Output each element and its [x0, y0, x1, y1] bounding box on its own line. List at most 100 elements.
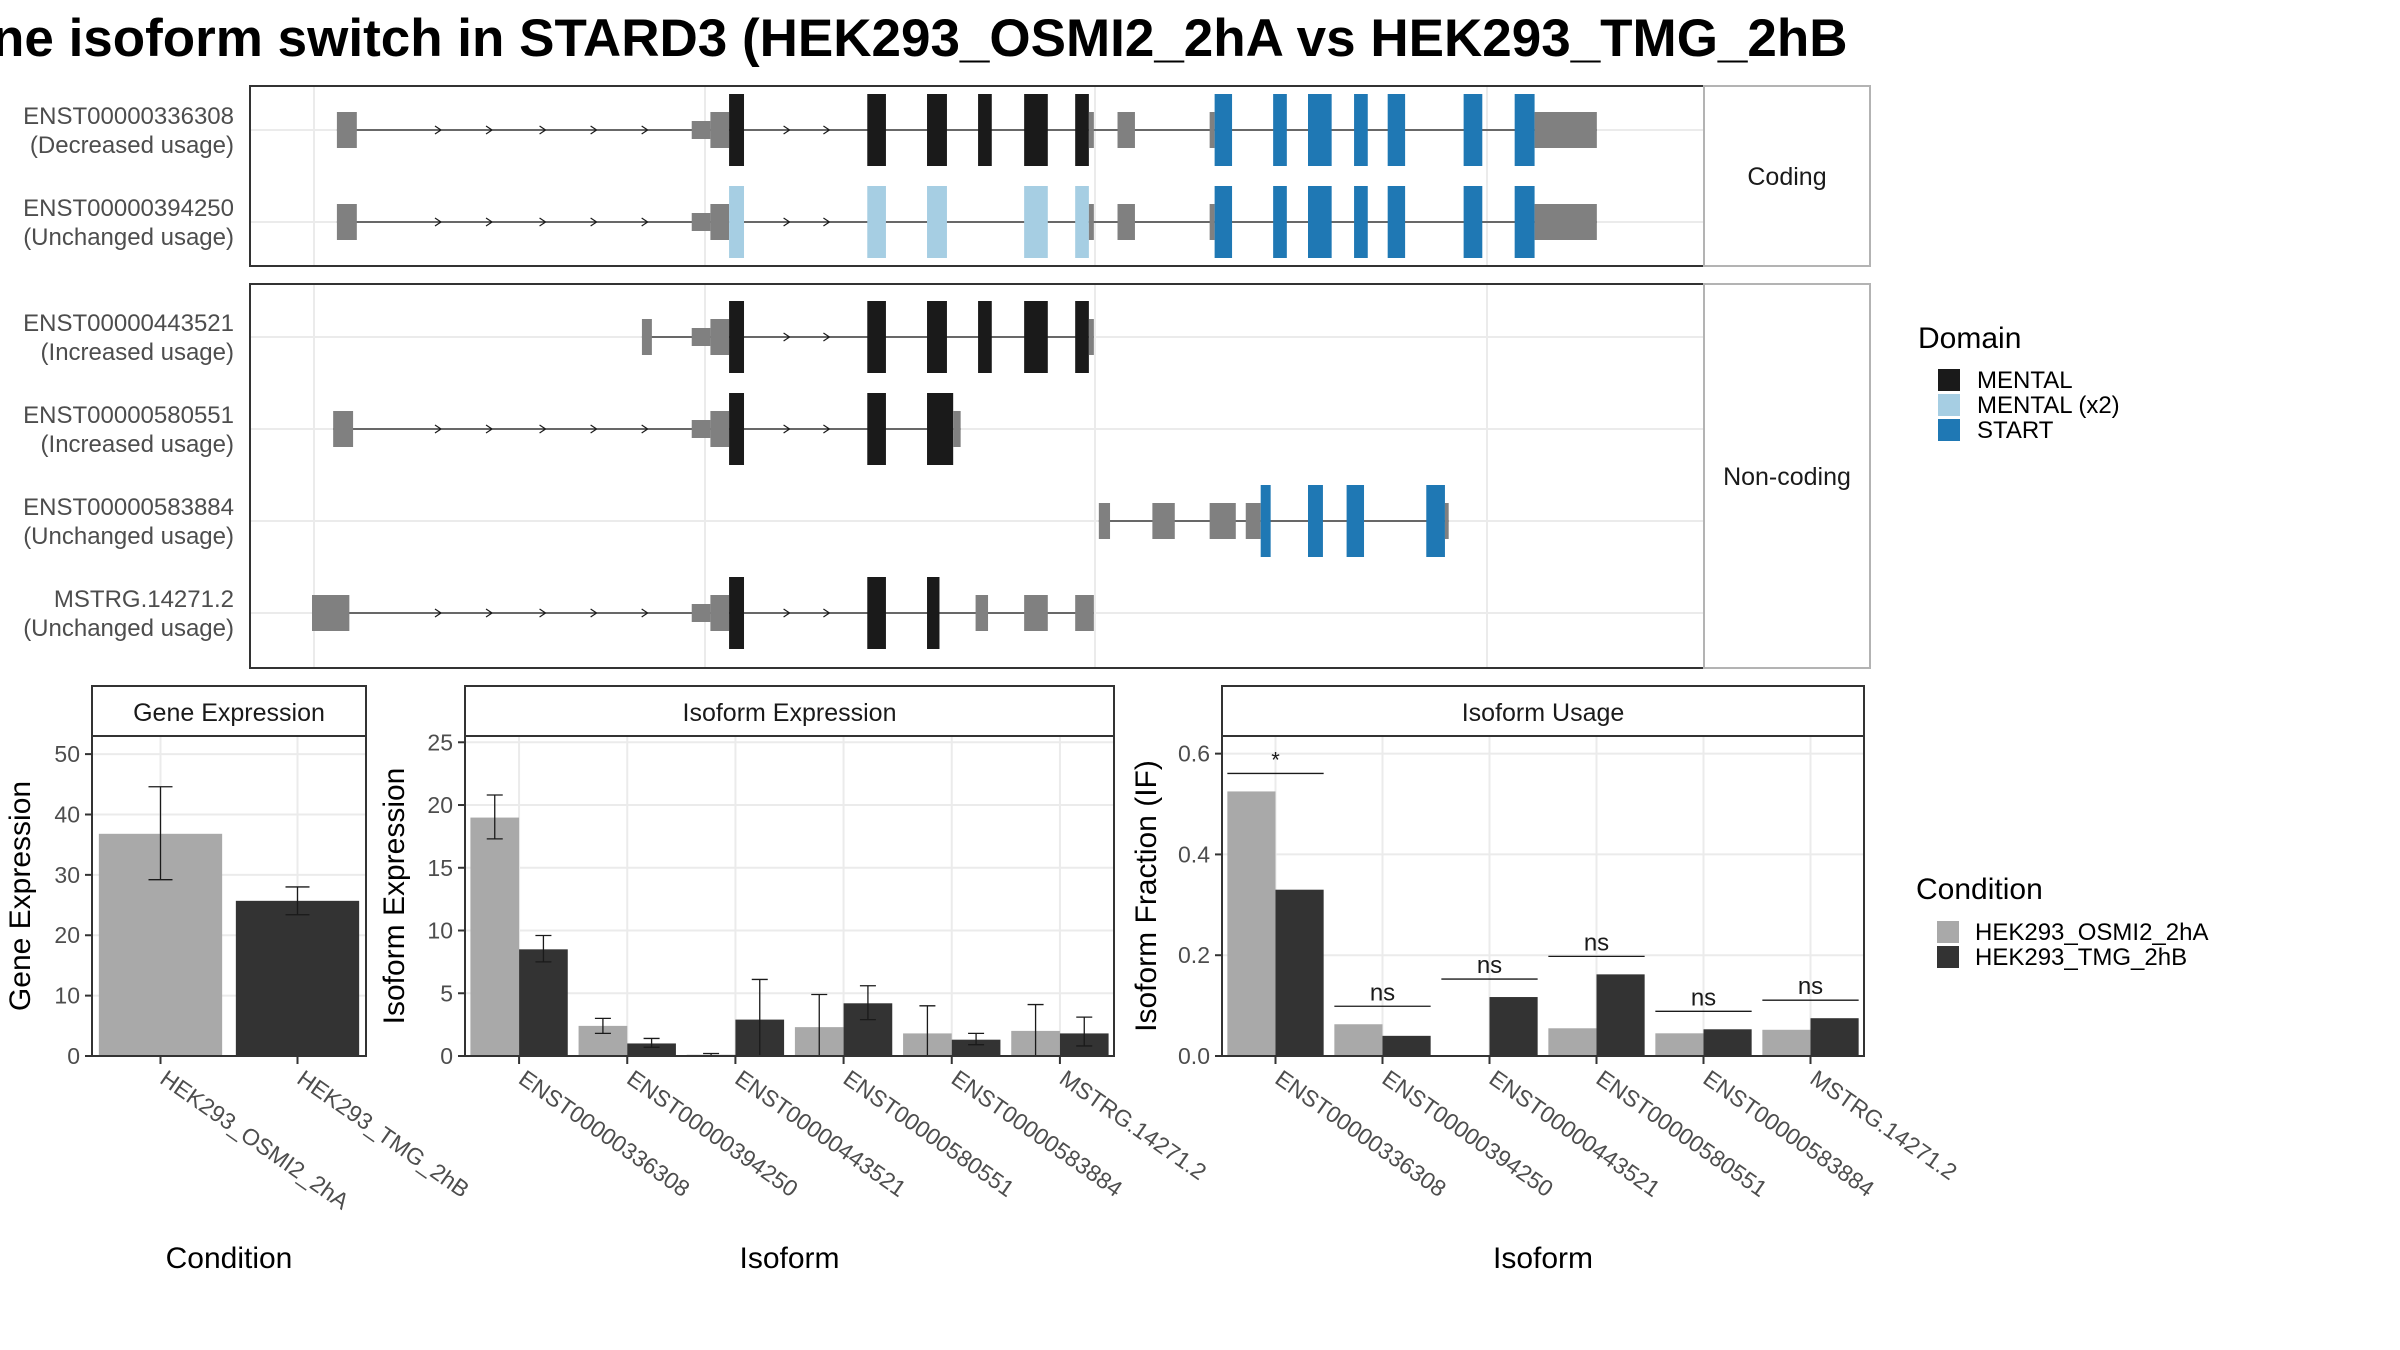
strand-arrow — [539, 608, 547, 618]
strand-arrow — [485, 608, 494, 618]
figure-title: ne isoform switch in STARD3 (HEK293_OSMI… — [0, 9, 1848, 68]
transcript-row: ENST00000580551(Increased usage) — [23, 393, 961, 465]
y-tick-label: 25 — [427, 729, 453, 755]
strand-arrow — [783, 424, 791, 434]
facet-strip — [1703, 283, 1871, 669]
exon-utr — [975, 595, 989, 631]
strand-arrow — [823, 125, 831, 135]
bar — [1227, 791, 1276, 1056]
bar — [1810, 1018, 1859, 1056]
y-tick-label: 0 — [440, 1043, 453, 1069]
strand-arrow — [783, 125, 791, 135]
exon-mental — [867, 577, 886, 649]
transcript-row: ENST00000336308(Decreased usage) — [23, 94, 1597, 166]
exon-start — [1273, 186, 1287, 258]
exon-start — [1308, 94, 1332, 166]
transcript-usage: (Unchanged usage) — [23, 224, 234, 251]
transcript-structure-plot: ENST00000336308(Decreased usage) ENST0000… — [23, 85, 1871, 669]
exon-mental — [927, 301, 947, 373]
strand-arrow — [823, 608, 831, 618]
exon-utr — [710, 595, 730, 631]
strand-arrow — [434, 608, 443, 618]
exon-utr — [1024, 595, 1048, 631]
strand-arrow — [539, 217, 547, 227]
exon-mental — [1024, 94, 1048, 166]
exon-utr — [641, 319, 652, 355]
exon-mental — [1075, 301, 1089, 373]
exon-mental — [978, 301, 992, 373]
error-bar — [1076, 1016, 1093, 1047]
y-tick-label: 20 — [427, 792, 453, 818]
exon-utr — [710, 411, 730, 447]
significance-label: ns — [1691, 984, 1716, 1011]
significance-label: ns — [1584, 929, 1609, 956]
significance-label: ns — [1798, 973, 1823, 1000]
bar — [1703, 1029, 1752, 1056]
error-bar — [535, 934, 552, 963]
exon-start — [1463, 94, 1483, 166]
y-tick-label: 10 — [427, 918, 453, 944]
x-tick-label: ENST00000583884 — [1699, 1065, 1880, 1202]
significance-label: ns — [1370, 979, 1395, 1006]
bar — [1762, 1029, 1811, 1056]
bar-panel: Isoform Expression0510152025ENST00000336… — [378, 685, 1211, 1275]
exon-utr — [1117, 112, 1135, 148]
strand-arrow — [783, 217, 791, 227]
x-axis-title: Isoform — [1493, 1242, 1593, 1275]
y-tick-label: 0 — [67, 1043, 80, 1069]
plot-border — [1221, 735, 1865, 1057]
exon-mental — [867, 301, 886, 373]
facet-strip — [1703, 85, 1871, 267]
structure-panel: ENST00000443521(Increased usage)ENST0000… — [23, 283, 1871, 669]
exon-start — [1463, 186, 1483, 258]
transcript-usage: (Decreased usage) — [30, 132, 234, 159]
exon-start — [1514, 94, 1535, 166]
legend-label: START — [1977, 417, 2054, 444]
bar-chart-panels: Gene Expression01020304050HEK293_OSMI2_2… — [4, 685, 1962, 1275]
exon-start — [1273, 94, 1287, 166]
legend-label: MENTAL (x2) — [1977, 392, 2120, 419]
exon-mental — [1024, 301, 1048, 373]
exon-utr — [1088, 112, 1094, 148]
significance-label: ns — [1477, 952, 1502, 979]
error-bar — [486, 794, 503, 840]
exon-mental-x2 — [927, 186, 947, 258]
transcript-usage: (Increased usage) — [41, 431, 234, 458]
legend-swatch — [1938, 369, 1960, 391]
legend-swatch — [1938, 394, 1960, 416]
y-tick-label: 15 — [427, 855, 453, 881]
exon-utr — [1088, 319, 1094, 355]
exon-utr — [1088, 204, 1094, 240]
strand-arrow — [641, 608, 649, 618]
exon-utr — [710, 204, 730, 240]
exon-start — [1214, 186, 1233, 258]
exon-utr — [1209, 503, 1236, 539]
significance-label: * — [1271, 747, 1280, 772]
transcript-usage: (Increased usage) — [41, 339, 234, 366]
y-tick-label: 0.0 — [1178, 1043, 1210, 1069]
strand-arrow — [641, 125, 649, 135]
exon-utr — [1534, 112, 1597, 148]
facet-label: Non-coding — [1723, 463, 1851, 491]
transcript-name: ENST00000443521 — [23, 310, 234, 337]
plot-border — [91, 735, 367, 1057]
bar-panel: Isoform Usage 0.0 0.2 0.4 0.6 * ns ns ns ns ns ENST… — [1130, 685, 1962, 1275]
exon-utr — [336, 112, 357, 148]
error-bar — [148, 786, 173, 881]
y-tick-label: 5 — [440, 980, 453, 1006]
y-tick-label: 40 — [54, 801, 80, 827]
y-tick-label: 0.6 — [1178, 741, 1210, 767]
exon-mental — [729, 393, 745, 465]
x-tick-label: ENST00000336308 — [1271, 1065, 1451, 1202]
transcript-name: ENST00000580551 — [23, 402, 234, 429]
exon-utr — [1098, 503, 1111, 539]
exon-utr — [691, 604, 711, 622]
bar — [627, 1043, 676, 1056]
exon-utr — [1209, 204, 1215, 240]
exon-start — [1387, 186, 1406, 258]
plot-border — [464, 735, 1115, 1057]
error-bar — [594, 1017, 611, 1035]
x-tick-label: ENST00000580551 — [1592, 1065, 1772, 1202]
panel-title-strip — [1221, 685, 1865, 737]
